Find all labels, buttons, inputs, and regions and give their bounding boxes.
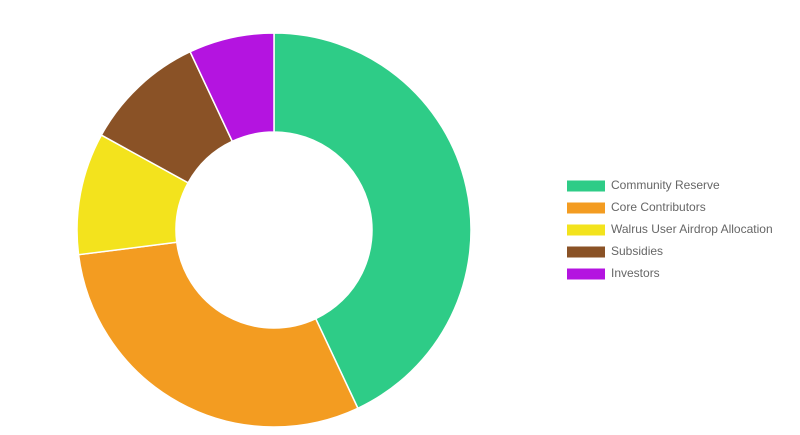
legend-swatch[interactable] bbox=[567, 180, 605, 192]
slice bbox=[273, 32, 472, 410]
legend-swatch[interactable] bbox=[567, 202, 605, 214]
legend-label[interactable]: Investors bbox=[611, 266, 660, 280]
legend-label[interactable]: Core Contributors bbox=[611, 200, 706, 214]
legend-label[interactable]: Walrus User Airdrop Allocation bbox=[611, 222, 773, 236]
legend-swatch[interactable] bbox=[567, 224, 605, 236]
legend-label[interactable]: Subsidies bbox=[611, 244, 663, 258]
legend-label[interactable]: Community Reserve bbox=[611, 178, 720, 192]
legend-swatch[interactable] bbox=[567, 246, 605, 258]
slice bbox=[189, 32, 275, 143]
slice bbox=[77, 241, 359, 428]
legend-swatch[interactable] bbox=[567, 268, 605, 280]
